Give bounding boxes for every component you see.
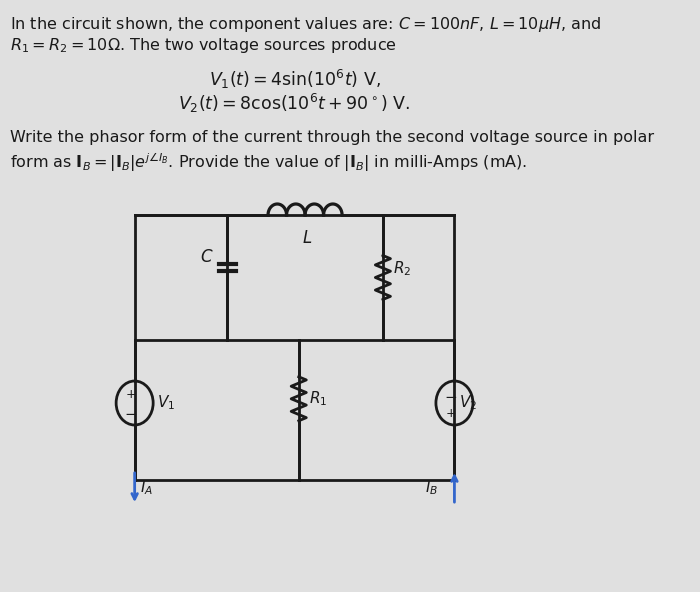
Text: form as $\mathbf{I}_B = |\mathbf{I}_B|e^{j\angle I_B}$. Provide the value of $|\: form as $\mathbf{I}_B = |\mathbf{I}_B|e^… <box>10 151 527 173</box>
Text: $R_1$: $R_1$ <box>309 390 327 408</box>
Text: $L$: $L$ <box>302 229 312 247</box>
Text: $V_2(t) =8\cos(10^6 t + 90^\circ)$ V.: $V_2(t) =8\cos(10^6 t + 90^\circ)$ V. <box>178 92 411 115</box>
Text: $R_2$: $R_2$ <box>393 259 412 278</box>
Text: $C$: $C$ <box>200 247 214 265</box>
Text: Write the phasor form of the current through the second voltage source in polar: Write the phasor form of the current thr… <box>10 130 654 145</box>
Text: In the circuit shown, the component values are: $C = 100nF$, $L = 10\mu H$, and: In the circuit shown, the component valu… <box>10 15 601 34</box>
Text: $+$: $+$ <box>444 407 456 420</box>
Text: $-$: $-$ <box>444 388 457 403</box>
Text: $V_1$: $V_1$ <box>157 394 175 413</box>
Text: $R_1 = R_2 = 10\Omega$. The two voltage sources produce: $R_1 = R_2 = 10\Omega$. The two voltage … <box>10 36 397 55</box>
Text: $V_1(t) =4\sin(10^6 t)$ V,: $V_1(t) =4\sin(10^6 t)$ V, <box>209 68 380 91</box>
Text: $+$: $+$ <box>125 388 136 401</box>
Text: $V_2$: $V_2$ <box>458 394 477 413</box>
Text: $I_A$: $I_A$ <box>140 478 153 497</box>
Text: $I_B$: $I_B$ <box>425 478 438 497</box>
Text: $-$: $-$ <box>124 404 137 420</box>
